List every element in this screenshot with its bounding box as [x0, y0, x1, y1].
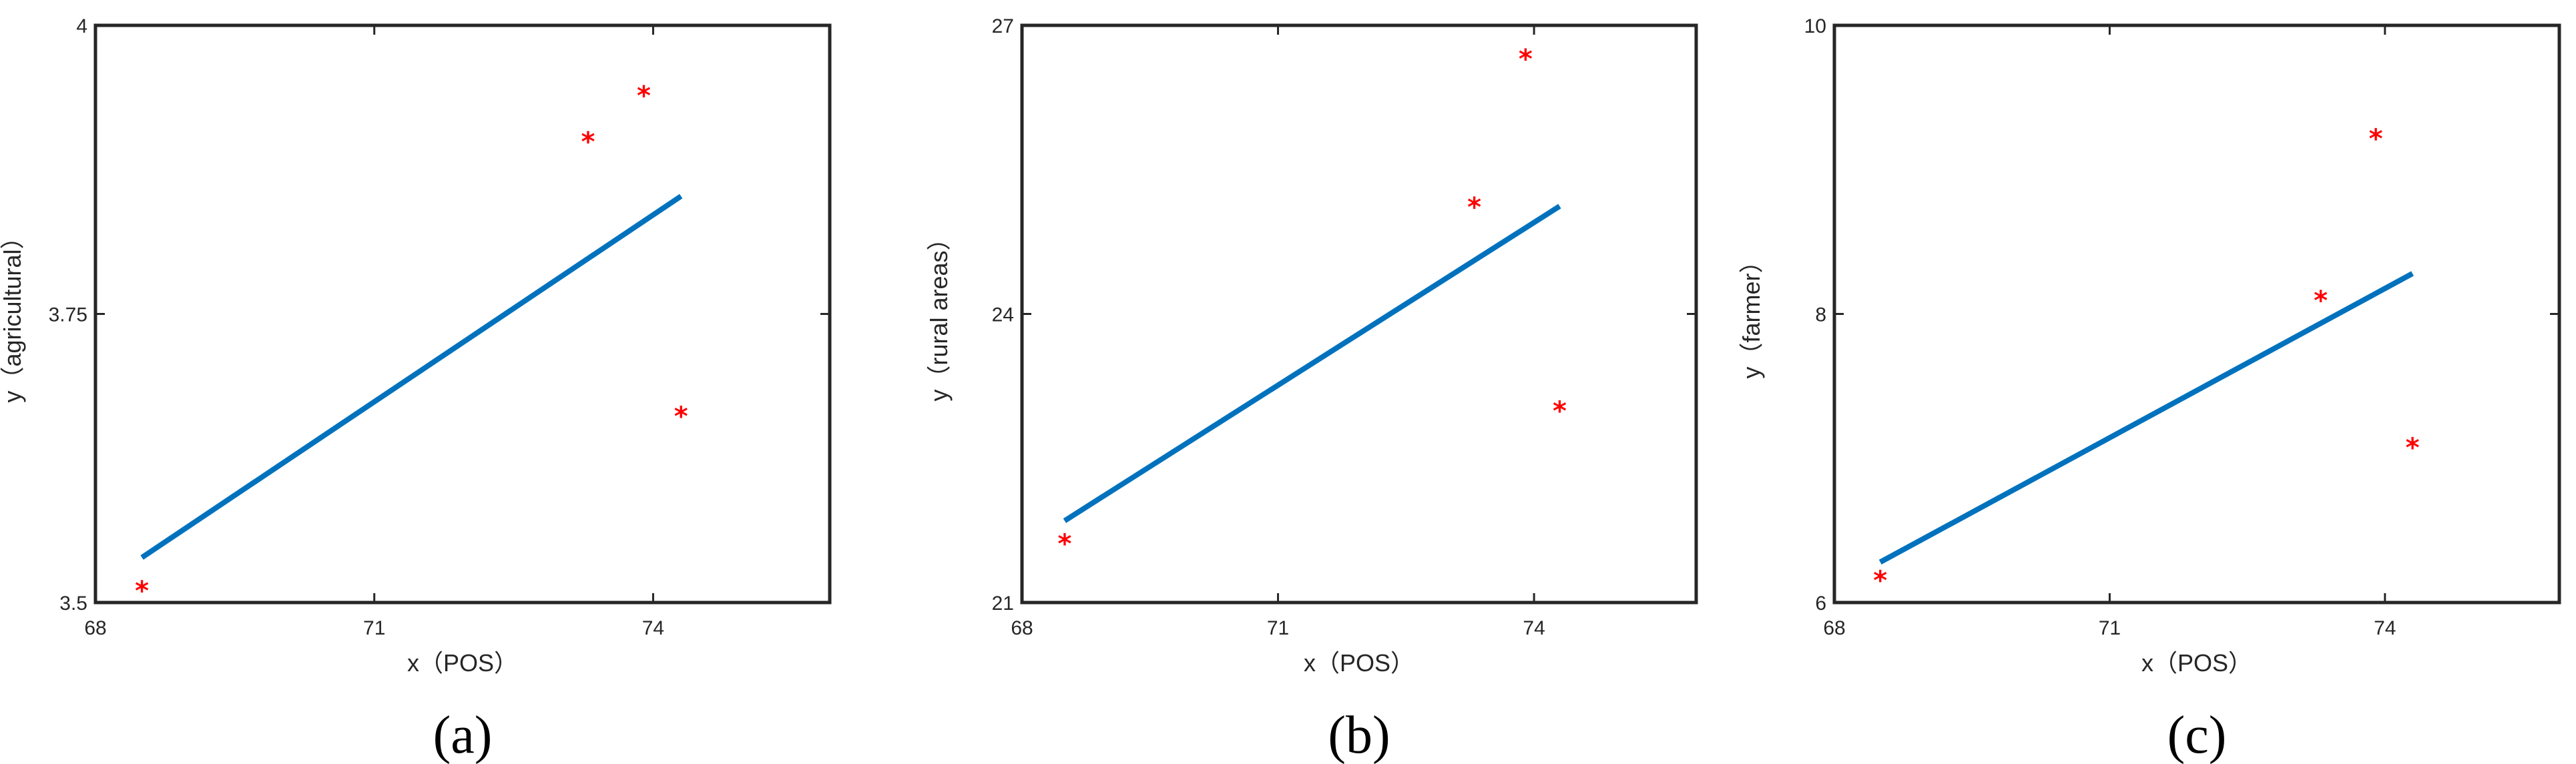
data-point-a-3: *: [637, 81, 651, 111]
data-point-c-4: *: [2406, 432, 2420, 463]
panel-caption-b: (b): [1328, 706, 1390, 764]
x-tick-label: 68: [1011, 617, 1033, 639]
y-tick-label: 10: [1804, 15, 1826, 37]
data-point-b-2: *: [1467, 192, 1481, 223]
axes-box-c: [1832, 23, 2561, 605]
x-tick-label: 68: [1823, 617, 1845, 639]
panel-b: 68 71 74 21 24 27 x（POS） y（rural areas） * * * * (b): [925, 15, 1698, 764]
y-tick-label: 8: [1815, 304, 1826, 326]
panel-caption-a: (a): [433, 706, 493, 764]
y-axis-label: y（farmer）: [1738, 249, 1765, 378]
data-point-a-1: *: [135, 576, 149, 607]
panel-caption-c: (c): [2167, 706, 2227, 764]
x-tick-label: 71: [2099, 617, 2121, 639]
y-axis-label: y（agricultural）: [0, 225, 26, 402]
data-point-a-4: *: [674, 402, 688, 432]
data-point-b-3: *: [1519, 44, 1533, 75]
fit-line-b: [1063, 204, 1561, 523]
x-axis-label: x（POS）: [2141, 649, 2252, 677]
y-tick-label: 24: [992, 304, 1014, 326]
x-tick-label: 71: [1267, 617, 1289, 639]
data-point-a-2: *: [581, 127, 595, 157]
y-axis-label: y（rural areas）: [925, 226, 953, 401]
data-point-c-2: *: [2314, 286, 2328, 316]
data-point-b-4: *: [1553, 396, 1567, 427]
x-tick-label: 71: [363, 617, 385, 639]
x-tick-label: 74: [2374, 617, 2396, 639]
x-axis-label: x（POS）: [407, 649, 518, 677]
x-tick-label: 74: [642, 617, 664, 639]
y-tick-label: 3.75: [49, 304, 87, 326]
y-tick-label: 21: [992, 593, 1014, 615]
data-point-b-1: *: [1057, 529, 1071, 560]
panel-a: 68 71 74 3.5 3.75 4 x（POS） y（agricultural） * * * * (…: [0, 15, 832, 764]
y-tick-label: 3.5: [59, 593, 87, 615]
x-tick-label: 74: [1523, 617, 1545, 639]
fit-line-c: [1878, 271, 2414, 564]
x-tick-label: 68: [84, 617, 106, 639]
axes-box-b: [1020, 23, 1698, 605]
y-tick-label: 27: [992, 15, 1014, 37]
x-axis-label: x（POS）: [1304, 649, 1414, 677]
data-point-c-1: *: [1873, 565, 1887, 596]
y-tick-label: 6: [1815, 593, 1826, 615]
data-point-c-3: *: [2369, 124, 2383, 155]
fit-line-a: [140, 194, 683, 560]
y-tick-label: 4: [76, 15, 87, 37]
